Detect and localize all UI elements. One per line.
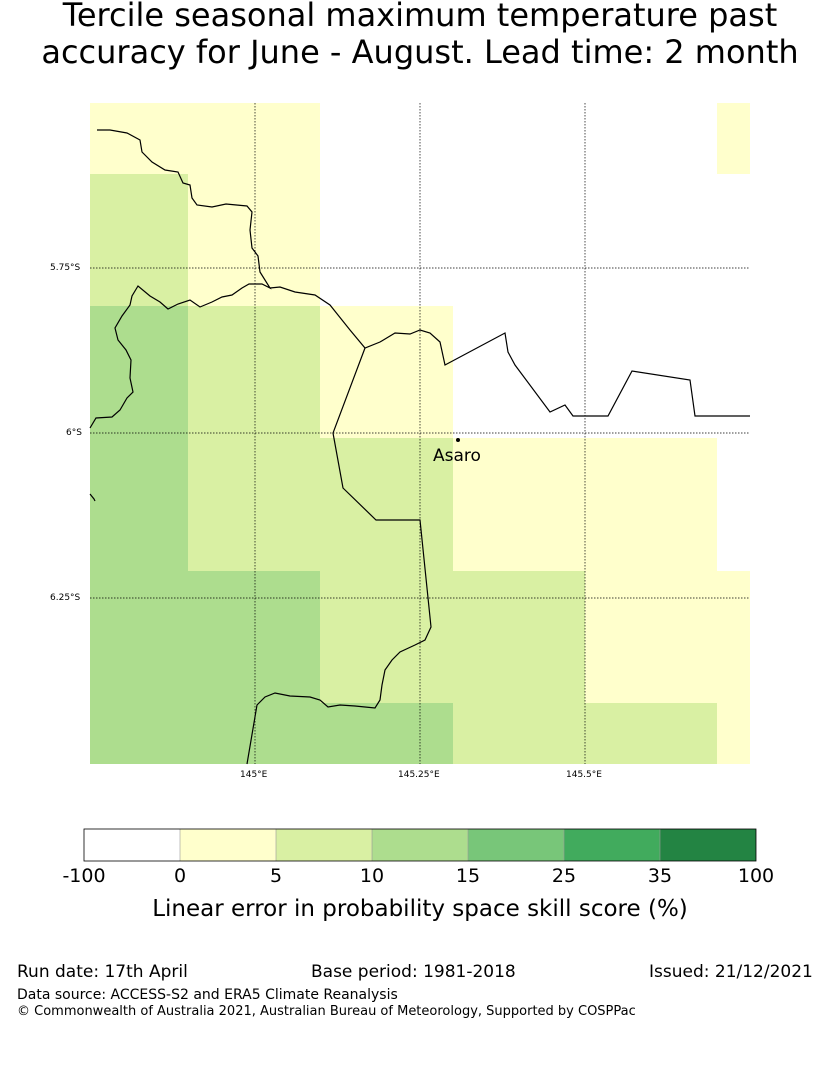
- colorbar-tick-label: 0: [173, 865, 187, 887]
- colorbar-tick-label: 10: [359, 865, 385, 887]
- copyright-notice: © Commonwealth of Australia 2021, Austra…: [17, 1004, 636, 1019]
- colorbar-segment: [372, 829, 468, 861]
- data-source: Data source: ACCESS-S2 and ERA5 Climate …: [17, 987, 398, 1003]
- colorbar-segment: [180, 829, 276, 861]
- colorbar-tick-label: 25: [551, 865, 577, 887]
- grid-cell: [453, 571, 585, 703]
- issued-date: Issued: 21/12/2021: [649, 962, 813, 982]
- asaro-label: Asaro: [433, 446, 481, 466]
- grid-cell: [188, 174, 320, 306]
- province-boundaries: [89, 129, 750, 765]
- colorbar-title: Linear error in probability space skill …: [152, 896, 688, 922]
- lon-label-145-25: 145.25°E: [398, 770, 440, 780]
- grid-cell: [717, 103, 750, 174]
- colorbar-border: [83, 828, 757, 862]
- boundary-line: [246, 347, 432, 765]
- base-period: Base period: 1981-2018: [311, 962, 516, 982]
- colorbar-tick-label: 15: [455, 865, 481, 887]
- grid-cell: [188, 571, 320, 764]
- map-title-line-2: accuracy for June - August. Lead time: 2…: [41, 33, 799, 71]
- grid-cell: [188, 306, 320, 571]
- map-gridlines: [90, 103, 750, 764]
- grid-cell: [320, 703, 453, 764]
- colorbar-segment: [564, 829, 660, 861]
- lon-label-145-5: 145.5°E: [566, 770, 602, 780]
- colorbar-tick-label: -100: [62, 865, 106, 887]
- run-date: Run date: 17th April: [17, 962, 188, 982]
- grid-cell: [585, 571, 750, 703]
- colorbar-segment: [84, 829, 180, 861]
- grid-cell: [90, 174, 188, 306]
- boundary-line: [89, 129, 272, 429]
- grid-cell: [90, 103, 320, 174]
- lon-label-145: 145°E: [240, 770, 268, 780]
- colorbar-tick-label: 35: [647, 865, 673, 887]
- grid-cell: [320, 438, 453, 703]
- colorbar-segment: [468, 829, 564, 861]
- colorbar-segment: [276, 829, 372, 861]
- asaro-location-dot: [456, 438, 460, 442]
- lat-label-6-25: 6.25°S: [50, 593, 81, 603]
- grid-cell: [90, 306, 188, 764]
- grid-cell: [717, 703, 750, 764]
- boundary-line: [89, 493, 96, 502]
- colorbar-tick-label: 100: [737, 865, 775, 887]
- map-title-line-1: Tercile seasonal maximum temperature pas…: [62, 0, 778, 34]
- grid-cell: [320, 306, 453, 438]
- lat-label-6: 6°S: [66, 428, 82, 438]
- colorbar-tick-label: 5: [269, 865, 283, 887]
- colorbar-segment: [660, 829, 756, 861]
- colorbar: [83, 828, 757, 862]
- boundary-line: [269, 286, 750, 417]
- lat-label-5-75: 5.75°S: [50, 263, 81, 273]
